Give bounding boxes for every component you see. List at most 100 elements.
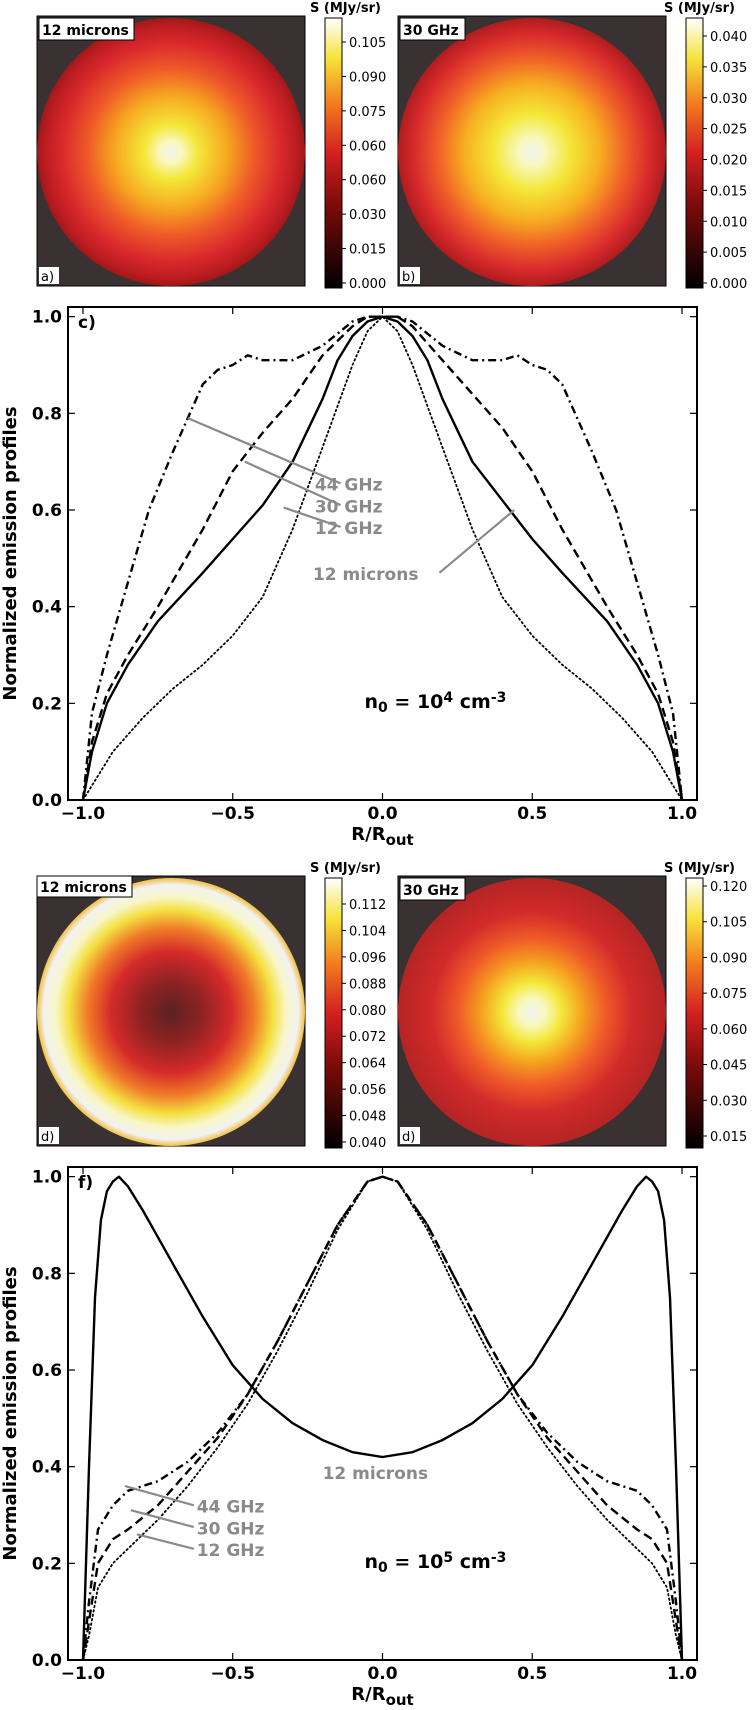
y-axis-label: Normalized emission profiles [0,406,21,700]
y-tick-label: 0.2 [32,694,62,714]
colorbar-tick-label: 0.075 [710,987,747,1002]
colorbar-tick-label: 0.040 [710,30,747,45]
annotation-leader [130,1509,195,1529]
colorbar-tick-label: 0.056 [349,1083,386,1098]
map-panel-d-right: 30 GHz d) S (MJy/sr) 0.120 0.105 0.090 0.07… [397,861,747,1149]
annotation-label: 44 GHz [315,476,383,496]
x-tick-label: 0.5 [517,804,547,824]
map-tag: 12 microns [40,880,127,896]
colorbar-tick-label: 0.060 [710,1023,747,1038]
colorbar-tick-label: 0.105 [349,36,386,51]
colorbar-tick-label: 0.060 [349,174,386,189]
map-tag-box [36,875,133,898]
series-line [81,315,684,801]
annotation-label: 12 GHz [197,1541,265,1561]
map-corner-box [39,1127,59,1144]
map-corner-label: d) [41,1130,54,1145]
x-tick-label: −1.0 [61,1664,106,1684]
map-tag-box [38,17,135,41]
colorbar-ticks: 0.105 0.090 0.075 0.060 0.060 0.030 0.015 0.000 [342,36,386,292]
colorbar-tick-label: 0.090 [710,951,747,966]
colorbar-tick-label: 0.030 [710,92,747,107]
map-corner-box [400,1127,420,1144]
map-corner-box [400,267,420,284]
colorbar-tick-label: 0.075 [349,105,386,120]
colorbar-tick-label: 0.105 [710,916,747,931]
colorbar-tick-label: 0.020 [710,154,747,169]
map-tag: 12 microns [42,23,129,39]
line-plot-f: −1.0 −0.5 0.0 0.5 1.0 0.0 0.2 0.4 0.6 0.8 1.0 12 mi… [0,1166,698,1709]
x-axis-label: R/Rout [351,1684,413,1706]
annotation-leader [124,1484,195,1507]
annotation-label: 12 GHz [315,519,383,539]
y-tick-label: 1.0 [32,1168,62,1188]
map-panel-d-left: 12 microns d) S (MJy/sr) 0.112 0.104 0.096… [36,861,386,1151]
plot-frame [67,1166,698,1661]
map-corner-label: a) [41,270,54,285]
colorbar-tick-label: 0.005 [710,246,747,261]
colorbar-tick-label: 0.048 [349,1110,386,1125]
colorbar [685,17,704,289]
colorbar-tick-label: 0.000 [710,277,747,292]
y-tick-label: 0.6 [32,1361,62,1381]
colorbar-tick-label: 0.030 [710,1094,747,1109]
annotation-leader [187,417,341,485]
x-tick-label: 0.0 [367,1664,397,1684]
annotation-leader [244,460,342,507]
map-tag: 30 GHz [403,883,459,899]
colorbar-tick-label: 0.045 [710,1059,747,1074]
colorbar-tick-label: 0.112 [349,898,386,913]
map-tag-box [399,877,466,901]
y-tick-label: 0.0 [32,1651,62,1671]
map-corner-box [39,267,59,284]
colorbar-title: S (MJy/sr) [310,861,381,876]
colorbar-title: S (MJy/sr) [310,1,381,16]
emission-disk [398,18,666,286]
annotation-leader [283,506,341,528]
map-panel-a: 12 microns a) S (MJy/sr) 0.105 0.090 0.075… [36,1,386,292]
annotation-label: 44 GHz [197,1498,265,1518]
colorbar-tick-label: 0.090 [349,70,386,85]
colorbar-tick-label: 0.072 [349,1030,386,1045]
y-tick-label: 0.6 [32,501,62,521]
series-line [81,1175,684,1661]
colorbar-tick-label: 0.015 [710,184,747,199]
colorbar-tick-label: 0.096 [349,951,386,966]
annotation-leader [136,1533,195,1550]
map-corner-label: b) [402,270,415,285]
colorbar [324,877,343,1149]
y-tick-label: 0.4 [32,598,62,618]
colorbar-tick-label: 0.035 [710,61,747,76]
colorbar-tick-label: 0.015 [710,1130,747,1145]
colorbar-tick-label: 0.015 [349,243,386,258]
colorbar-tick-label: 0.104 [349,924,386,939]
panel-label: f) [78,1173,93,1193]
map-tag-box [399,17,466,41]
x-tick-label: 1.0 [667,1664,697,1684]
x-tick-label: −0.5 [211,804,255,824]
plot-frame [67,306,698,801]
density-label: n0 = 105 cm-3 [365,1550,507,1576]
x-tick-label: 0.5 [517,1664,547,1684]
colorbar-title: S (MJy/sr) [664,1,735,16]
colorbar-tick-label: 0.025 [710,123,747,138]
emission-disk [37,878,305,1146]
line-plot-c: −1.0 −0.5 0.0 0.5 1.0 0.0 0.2 0.4 0.6 0.8 1.0 44 GH… [0,306,698,849]
map-tag: 30 GHz [403,23,459,39]
x-tick-label: −0.5 [211,1664,255,1684]
colorbar-tick-label: 0.000 [349,277,386,292]
y-tick-label: 0.4 [32,1458,62,1478]
series-line [81,1175,684,1661]
colorbar-ticks: 0.112 0.104 0.096 0.088 0.080 0.072 0.064 0.056… [342,898,386,1151]
colorbar [685,877,704,1149]
density-label: n0 = 104 cm-3 [365,690,507,716]
annotation-leader [438,509,515,574]
series-line [82,315,683,801]
series-line [82,1175,683,1661]
colorbar-title: S (MJy/sr) [664,861,735,876]
colorbar [324,17,343,289]
colorbar-ticks: 0.120 0.105 0.090 0.075 0.060 0.045 0.030 0.015 [703,880,747,1145]
annotation-label: 30 GHz [197,1519,265,1539]
annotation-label: 12 microns [323,1464,428,1484]
